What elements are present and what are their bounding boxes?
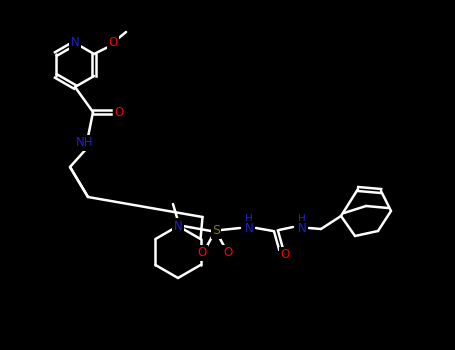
Text: N: N bbox=[298, 223, 306, 236]
Text: O: O bbox=[223, 246, 233, 259]
Text: N: N bbox=[174, 219, 182, 232]
Text: N: N bbox=[245, 223, 253, 236]
Text: NH: NH bbox=[76, 136, 94, 149]
Text: O: O bbox=[197, 246, 207, 259]
Text: N: N bbox=[71, 36, 79, 49]
Text: O: O bbox=[108, 36, 118, 49]
Text: H: H bbox=[245, 214, 253, 224]
Text: O: O bbox=[280, 248, 290, 261]
Text: H: H bbox=[298, 214, 306, 224]
Text: O: O bbox=[114, 105, 124, 119]
Text: S: S bbox=[212, 224, 220, 238]
